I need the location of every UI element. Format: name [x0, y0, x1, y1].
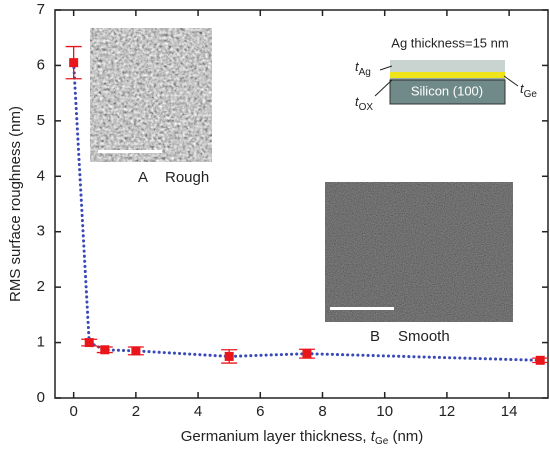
inset-letter: B	[370, 328, 380, 345]
substrate-label: Silicon (100)	[411, 83, 483, 98]
data-point	[302, 349, 312, 359]
y-tick-label: 4	[37, 167, 45, 184]
y-tick-label: 2	[37, 278, 45, 295]
data-point	[84, 338, 94, 348]
x-tick-label: 8	[318, 403, 326, 420]
y-tick-label: 0	[37, 389, 45, 406]
x-tick-label: 10	[376, 403, 393, 420]
scale-bar	[98, 150, 162, 153]
y-tick-label: 3	[37, 223, 45, 240]
inset-label: Smooth	[398, 328, 450, 345]
x-tick-label: 0	[69, 403, 77, 420]
sem-image-smooth	[325, 182, 513, 322]
x-tick-label: 12	[439, 403, 456, 420]
ge-layer	[390, 72, 505, 78]
y-tick-label: 7	[37, 1, 45, 18]
ag-layer	[390, 60, 505, 72]
data-point	[131, 346, 141, 356]
scale-bar	[330, 307, 394, 310]
arrow	[374, 79, 393, 97]
arrow	[503, 75, 519, 87]
inset-letter: A	[138, 169, 148, 186]
ox-layer	[390, 78, 505, 80]
t-ox-label: tOX	[355, 94, 373, 112]
y-tick-label: 1	[37, 334, 45, 351]
data-point	[100, 345, 110, 355]
x-axis-label: Germanium layer thickness, tGe (nm)	[181, 428, 424, 447]
y-axis-label: RMS surface roughness (nm)	[7, 106, 24, 302]
y-tick-label: 6	[37, 56, 45, 73]
silicon-layer	[389, 79, 506, 105]
x-tick-label: 6	[256, 403, 264, 420]
inset-label: Rough	[165, 169, 209, 186]
arrow	[379, 65, 393, 71]
data-point	[224, 351, 234, 361]
t-ag-label: tAg	[355, 59, 371, 77]
x-tick-label: 4	[194, 403, 202, 420]
x-tick-label: 2	[132, 403, 140, 420]
plot-frame	[54, 9, 549, 399]
y-tick-label: 5	[37, 112, 45, 129]
sem-image-rough	[90, 28, 212, 162]
t-ge-label: tGe	[520, 81, 537, 99]
schematic-title: Ag thickness=15 nm	[391, 35, 508, 50]
data-point	[69, 58, 79, 68]
x-tick-label: 14	[501, 403, 518, 420]
data-point	[535, 355, 545, 365]
